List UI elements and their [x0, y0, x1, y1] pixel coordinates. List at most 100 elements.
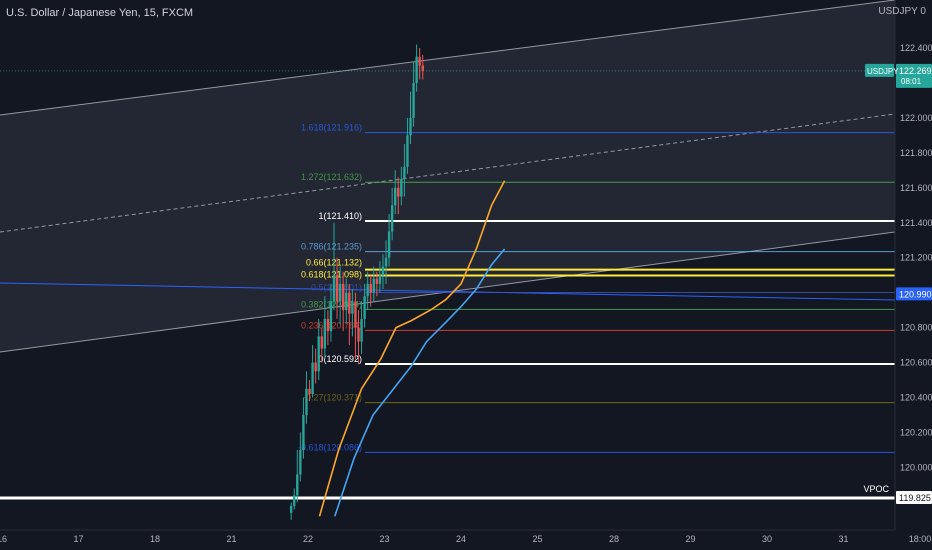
candle-body	[400, 179, 403, 197]
candle-body	[397, 187, 400, 197]
price-tag	[896, 63, 932, 88]
candle-body	[363, 296, 366, 319]
candle-body	[412, 82, 415, 118]
time-tick-label: 22	[303, 534, 313, 544]
fib-level-label: 0.618(121.098)	[301, 270, 362, 280]
time-tick-label: 31	[838, 534, 848, 544]
candle-body	[296, 474, 299, 496]
price-tick-label: 121.400	[900, 218, 932, 228]
time-tick-label: 24	[456, 534, 466, 544]
price-tick-label: 121.200	[900, 253, 932, 263]
candle-body	[406, 135, 409, 167]
fib-level-label: 0(120.592)	[318, 354, 362, 364]
candle-body	[384, 257, 388, 267]
fib-level-label: -0.618(120.086)	[298, 442, 362, 452]
ma-blue-line	[334, 248, 506, 517]
time-tick-label: 30	[762, 534, 772, 544]
candle-body	[354, 301, 357, 328]
candle-body	[314, 362, 317, 372]
candle-body	[308, 388, 311, 395]
price-tag	[896, 287, 932, 301]
fib-level-label: 1.618(121.916)	[301, 123, 362, 133]
candle-body	[289, 505, 293, 513]
candles	[289, 44, 424, 520]
candle-body	[369, 283, 372, 293]
candle-body	[360, 318, 363, 342]
time-tick-label: 28	[609, 534, 619, 544]
candle-body	[387, 231, 391, 258]
chart-title: U.S. Dollar / Japanese Yen, 15, FXCM	[6, 7, 194, 19]
price-tick-label: 122.000	[900, 113, 932, 123]
candle-body	[302, 414, 305, 450]
channel-mid-line	[0, 113, 896, 233]
time-tick-label: 18	[150, 534, 160, 544]
time-tick-label: 18:00	[909, 534, 932, 544]
time-tick-label: 25	[532, 534, 542, 544]
moving-averages	[318, 180, 506, 517]
candle-body	[390, 205, 394, 232]
price-tag	[896, 491, 932, 504]
candle-body	[418, 56, 421, 66]
time-tick-label: 29	[685, 534, 695, 544]
fib-extension: 1.618(121.916) 1.272(121.632) 1(121.410) 0.…	[0, 123, 895, 500]
trend-line	[0, 282, 896, 301]
price-axis-background	[895, 0, 932, 550]
candle-body	[372, 278, 375, 293]
candle-body	[351, 301, 354, 314]
symbol-tag-label: USDJPY	[867, 67, 899, 76]
fib-level-label: 0.786(121.235)	[301, 242, 362, 252]
price-tick-label: 120.800	[900, 323, 932, 333]
time-tick-label: 23	[379, 534, 389, 544]
time-tick-label: 16	[0, 534, 7, 544]
candle-body	[323, 318, 327, 349]
price-tick-label: 120.200	[900, 427, 932, 437]
price-tick-label: 120.000	[900, 462, 932, 472]
ma-orange-line	[318, 180, 506, 517]
symbol-corner: USDJPY 0	[878, 6, 926, 17]
time-axis-background	[0, 530, 932, 550]
candle-body	[320, 336, 323, 349]
price-tag-label: 122.269	[899, 66, 932, 76]
price-tick-label: 121.800	[900, 148, 932, 158]
candle-body	[409, 117, 412, 136]
candle-body	[326, 318, 330, 332]
candle-body	[366, 283, 369, 297]
candle-body	[415, 56, 418, 83]
price-tick-label: 120.600	[900, 358, 932, 368]
candle-body	[338, 283, 342, 302]
candle-body	[357, 327, 360, 342]
candle-body	[375, 278, 379, 284]
candle-body	[317, 336, 320, 372]
candle-body	[341, 283, 345, 311]
channel-upper-line	[0, 0, 896, 116]
fib-level-label: -0.27(120.371)	[303, 393, 362, 403]
candle-body	[311, 362, 314, 395]
time-tick-label: 17	[73, 534, 83, 544]
symbol-tag	[865, 63, 894, 77]
candle-body	[378, 275, 382, 284]
candle-body	[335, 275, 339, 302]
candle-body	[299, 449, 302, 475]
time-tick-label: 21	[226, 534, 236, 544]
candle-body	[403, 166, 406, 180]
price-tag-label: 119.825	[899, 493, 931, 503]
price-tick-label: 120.400	[900, 393, 932, 403]
fib-level-label: 1(121.410)	[318, 211, 362, 221]
candle-body	[394, 187, 397, 206]
candle-body	[381, 266, 385, 276]
candle-body	[329, 301, 333, 332]
candle-body	[345, 292, 348, 311]
candle-body	[421, 65, 424, 71]
price-tick-label: 121.600	[900, 183, 932, 193]
candle-body	[348, 292, 351, 314]
vpoc-label: VPOC	[863, 484, 889, 494]
fib-level-label: 1.272(121.632)	[301, 172, 362, 182]
price-tick-label: 122.400	[900, 43, 932, 53]
price-tag-label: 120.990	[899, 289, 932, 299]
candle-body	[332, 275, 336, 302]
candle-body	[305, 388, 308, 415]
channel-fill	[0, 0, 895, 352]
price-tag-countdown: 08:01	[901, 77, 922, 86]
